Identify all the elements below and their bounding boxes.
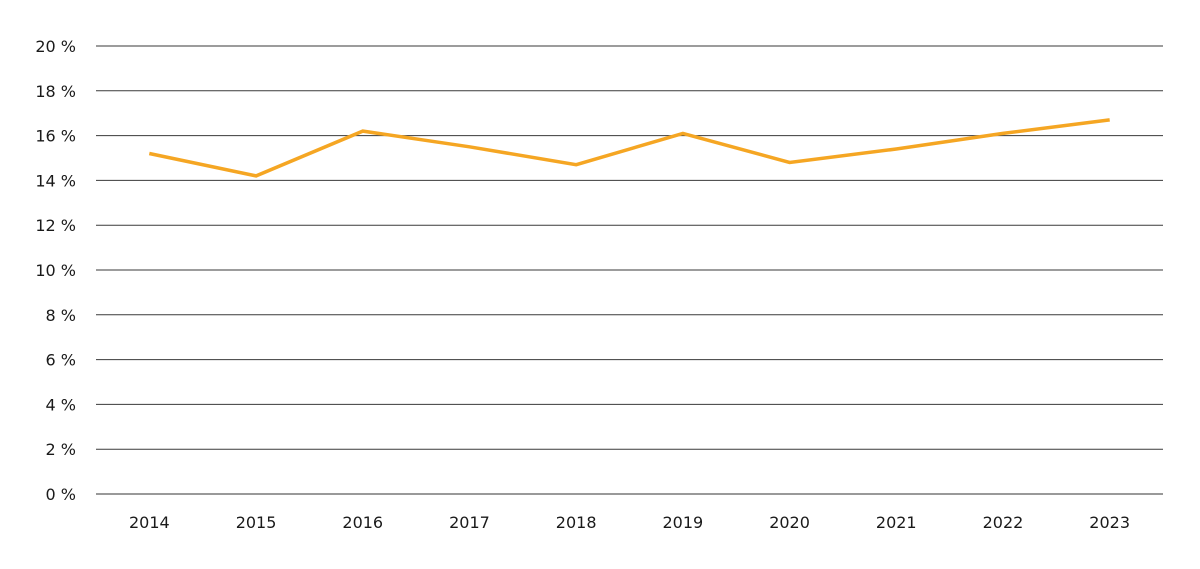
y-tick-label: 6 % — [46, 351, 76, 370]
y-tick-label: 0 % — [46, 485, 76, 504]
y-tick-label: 18 % — [35, 82, 76, 101]
y-tick-label: 14 % — [35, 171, 76, 190]
y-axis-tick-labels: 0 % 2 % 4 % 6 % 8 % 10 % 12 % 14 % 16 % 18 % 20 % — [35, 37, 76, 504]
y-tick-label: 8 % — [46, 306, 76, 325]
y-tick-label: 4 % — [46, 395, 76, 414]
x-tick-label: 2019 — [662, 513, 703, 532]
series-line — [148, 118, 1110, 178]
x-tick-label: 2018 — [556, 513, 597, 532]
data-series — [148, 118, 1110, 178]
x-tick-label: 2016 — [342, 513, 383, 532]
x-tick-label: 2021 — [876, 513, 917, 532]
x-tick-label: 2020 — [769, 513, 810, 532]
x-tick-label: 2023 — [1089, 513, 1130, 532]
x-tick-label: 2022 — [983, 513, 1024, 532]
x-tick-label: 2014 — [129, 513, 170, 532]
x-tick-label: 2015 — [236, 513, 277, 532]
y-tick-label: 20 % — [35, 37, 76, 56]
y-tick-label: 12 % — [35, 216, 76, 235]
x-tick-label: 2017 — [449, 513, 490, 532]
x-axis-tick-labels: 2014 2015 2016 2017 2018 2019 2020 2021 2022 2023 — [129, 513, 1130, 532]
y-tick-label: 16 % — [35, 127, 76, 146]
y-tick-label: 2 % — [46, 440, 76, 459]
y-tick-label: 10 % — [35, 261, 76, 280]
gridlines — [96, 45, 1163, 495]
